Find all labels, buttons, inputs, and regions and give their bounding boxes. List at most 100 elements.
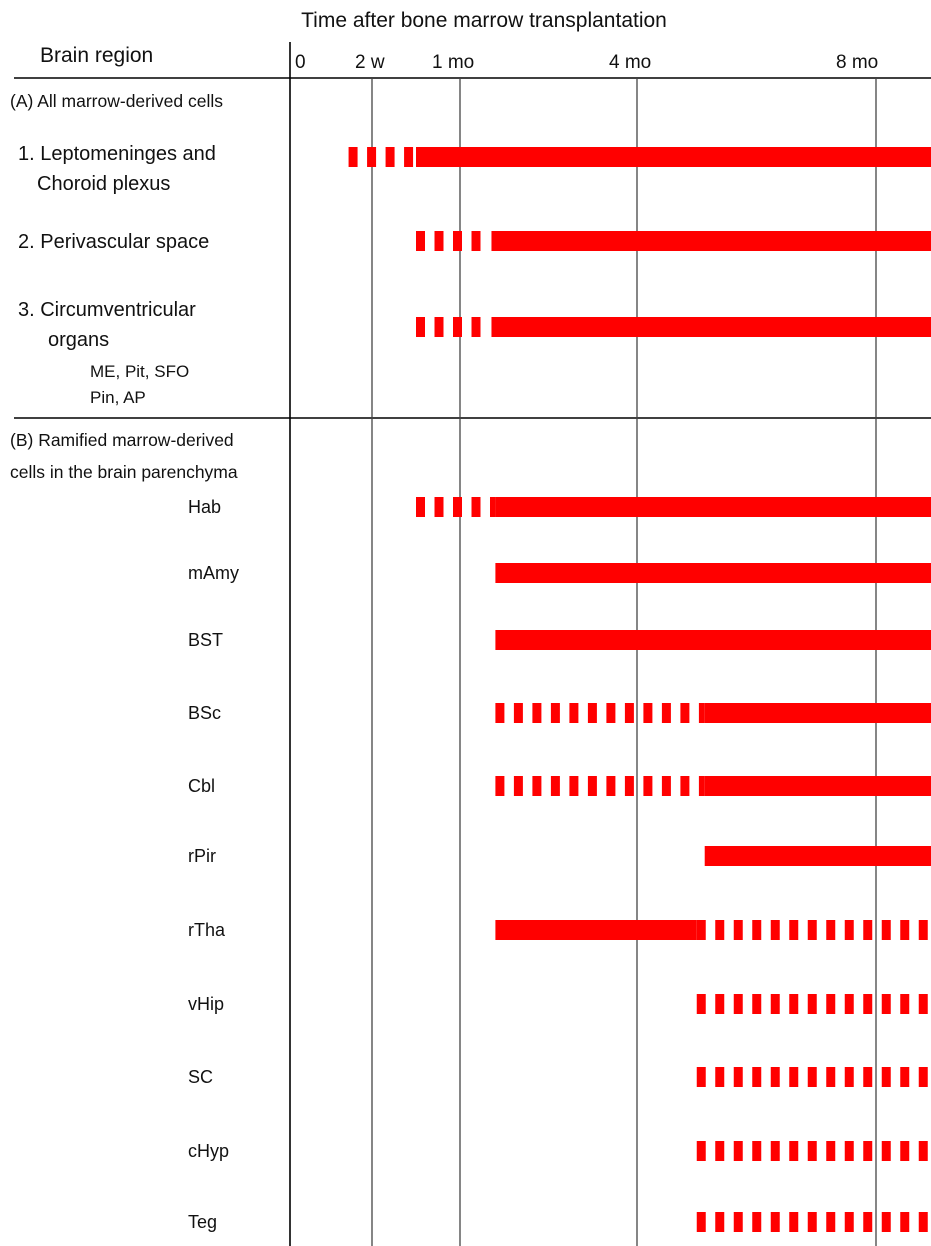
row-labels: (A) All marrow-derived cells 1. Leptomeni… (10, 91, 239, 1232)
row-sc-bar-dash (752, 1067, 762, 1087)
row-vhip-bar-dash (770, 994, 780, 1014)
row-cbl-bar-dash (661, 776, 671, 796)
row-label: Choroid plexus (37, 173, 170, 195)
row-sc-bar-dash (918, 1067, 928, 1087)
timeline-bars (348, 147, 931, 1232)
row-bsc-bar-dash (624, 703, 634, 723)
row-rtha-bar-dash (863, 920, 873, 940)
x-tick-label: 8 mo (836, 52, 878, 73)
row-vhip-bar-dash (918, 994, 928, 1014)
row-vhip-bar-dash (881, 994, 891, 1014)
row-chyp-bar-dash (733, 1141, 743, 1161)
row-teg-bar-dash (900, 1212, 910, 1232)
row-bst-bar-solid (495, 630, 931, 650)
row-label: Teg (188, 1212, 217, 1232)
row-teg-bar-dash (826, 1212, 836, 1232)
row-a2-bar-dash (434, 231, 444, 251)
row-label: rPir (188, 846, 216, 866)
row-chyp-bar-dash (696, 1141, 706, 1161)
x-tick-label: 0 (295, 52, 306, 73)
row-cbl-bar-dash (606, 776, 616, 796)
row-label: Hab (188, 497, 221, 517)
row-chyp-bar-dash (863, 1141, 873, 1161)
row-teg-bar-dash (715, 1212, 725, 1232)
row-rtha-bar-dash (715, 920, 725, 940)
row-cbl-bar-dash (569, 776, 579, 796)
row-sublabel: ME, Pit, SFO (90, 362, 189, 381)
row-bsc-bar-dash (698, 703, 705, 723)
row-rtha-bar-dash (696, 920, 706, 940)
row-mamy-bar-solid (495, 563, 931, 583)
row-vhip-bar-dash (715, 994, 725, 1014)
row-chyp-bar-dash (881, 1141, 891, 1161)
row-teg-bar-dash (696, 1212, 706, 1232)
row-sc-bar-dash (696, 1067, 706, 1087)
row-a3-bar-dash (416, 317, 425, 337)
row-sc-bar-dash (826, 1067, 836, 1087)
x-tick-label: 1 mo (432, 52, 474, 73)
row-hab-bar-dash (453, 497, 462, 517)
row-bsc-bar-solid (704, 703, 931, 723)
row-bsc-bar-dash (587, 703, 597, 723)
row-sc-bar-dash (844, 1067, 854, 1087)
row-teg-bar-dash (789, 1212, 799, 1232)
chart-title: Time after bone marrow transplantation (301, 9, 667, 32)
row-rtha-bar-solid (495, 920, 697, 940)
row-chyp-bar-dash (900, 1141, 910, 1161)
row-sc-bar-dash (715, 1067, 725, 1087)
row-a2-bar-solid (491, 231, 931, 251)
row-teg-bar-dash (770, 1212, 780, 1232)
row-sc-bar-dash (881, 1067, 891, 1087)
row-bsc-bar-dash (661, 703, 671, 723)
row-label: rTha (188, 920, 226, 940)
row-vhip-bar-dash (807, 994, 817, 1014)
row-vhip-bar-dash (789, 994, 799, 1014)
row-a2-bar-dash (416, 231, 425, 251)
row-chyp-bar-dash (752, 1141, 762, 1161)
row-sublabel: Pin, AP (90, 388, 146, 407)
section-b-label: cells in the brain parenchyma (10, 462, 238, 482)
row-bsc-bar-dash (532, 703, 542, 723)
row-a3-bar-dash (471, 317, 481, 337)
row-a3-bar-dash (434, 317, 444, 337)
row-vhip-bar-dash (863, 994, 873, 1014)
row-vhip-bar-dash (900, 994, 910, 1014)
row-chyp-bar-dash (826, 1141, 836, 1161)
row-sc-bar-dash (807, 1067, 817, 1087)
row-chyp-bar-dash (918, 1141, 928, 1161)
row-a3-bar-dash (453, 317, 462, 337)
row-vhip-bar-dash (844, 994, 854, 1014)
x-tick-label: 2 w (355, 52, 385, 73)
row-rtha-bar-dash (752, 920, 762, 940)
row-cbl-bar-dash (680, 776, 690, 796)
row-vhip-bar-dash (826, 994, 836, 1014)
row-header: Brain region (40, 44, 153, 67)
row-label: 2. Perivascular space (18, 231, 209, 253)
row-teg-bar-dash (752, 1212, 762, 1232)
row-rtha-bar-dash (733, 920, 743, 940)
row-cbl-bar-dash (532, 776, 542, 796)
row-cbl-bar-dash (550, 776, 560, 796)
row-hab-bar-dash (416, 497, 425, 517)
row-a2-bar-dash (453, 231, 462, 251)
row-rtha-bar-dash (881, 920, 891, 940)
row-bsc-bar-dash (513, 703, 523, 723)
row-label: BSc (188, 703, 221, 723)
row-a1-bar-solid (416, 147, 931, 167)
row-sc-bar-dash (733, 1067, 743, 1087)
row-label: BST (188, 630, 223, 650)
row-rtha-bar-dash (789, 920, 799, 940)
row-label: organs (48, 329, 109, 351)
row-a2-bar-dash (471, 231, 481, 251)
row-hab-bar-dash (434, 497, 444, 517)
row-sc-bar-dash (900, 1067, 910, 1087)
row-hab-bar-dash (490, 497, 496, 517)
row-bsc-bar-dash (569, 703, 579, 723)
row-teg-bar-dash (863, 1212, 873, 1232)
row-rtha-bar-dash (918, 920, 928, 940)
row-chyp-bar-dash (844, 1141, 854, 1161)
row-cbl-bar-dash (495, 776, 505, 796)
row-cbl-bar-dash (513, 776, 523, 796)
row-rtha-bar-dash (770, 920, 780, 940)
row-chyp-bar-dash (807, 1141, 817, 1161)
